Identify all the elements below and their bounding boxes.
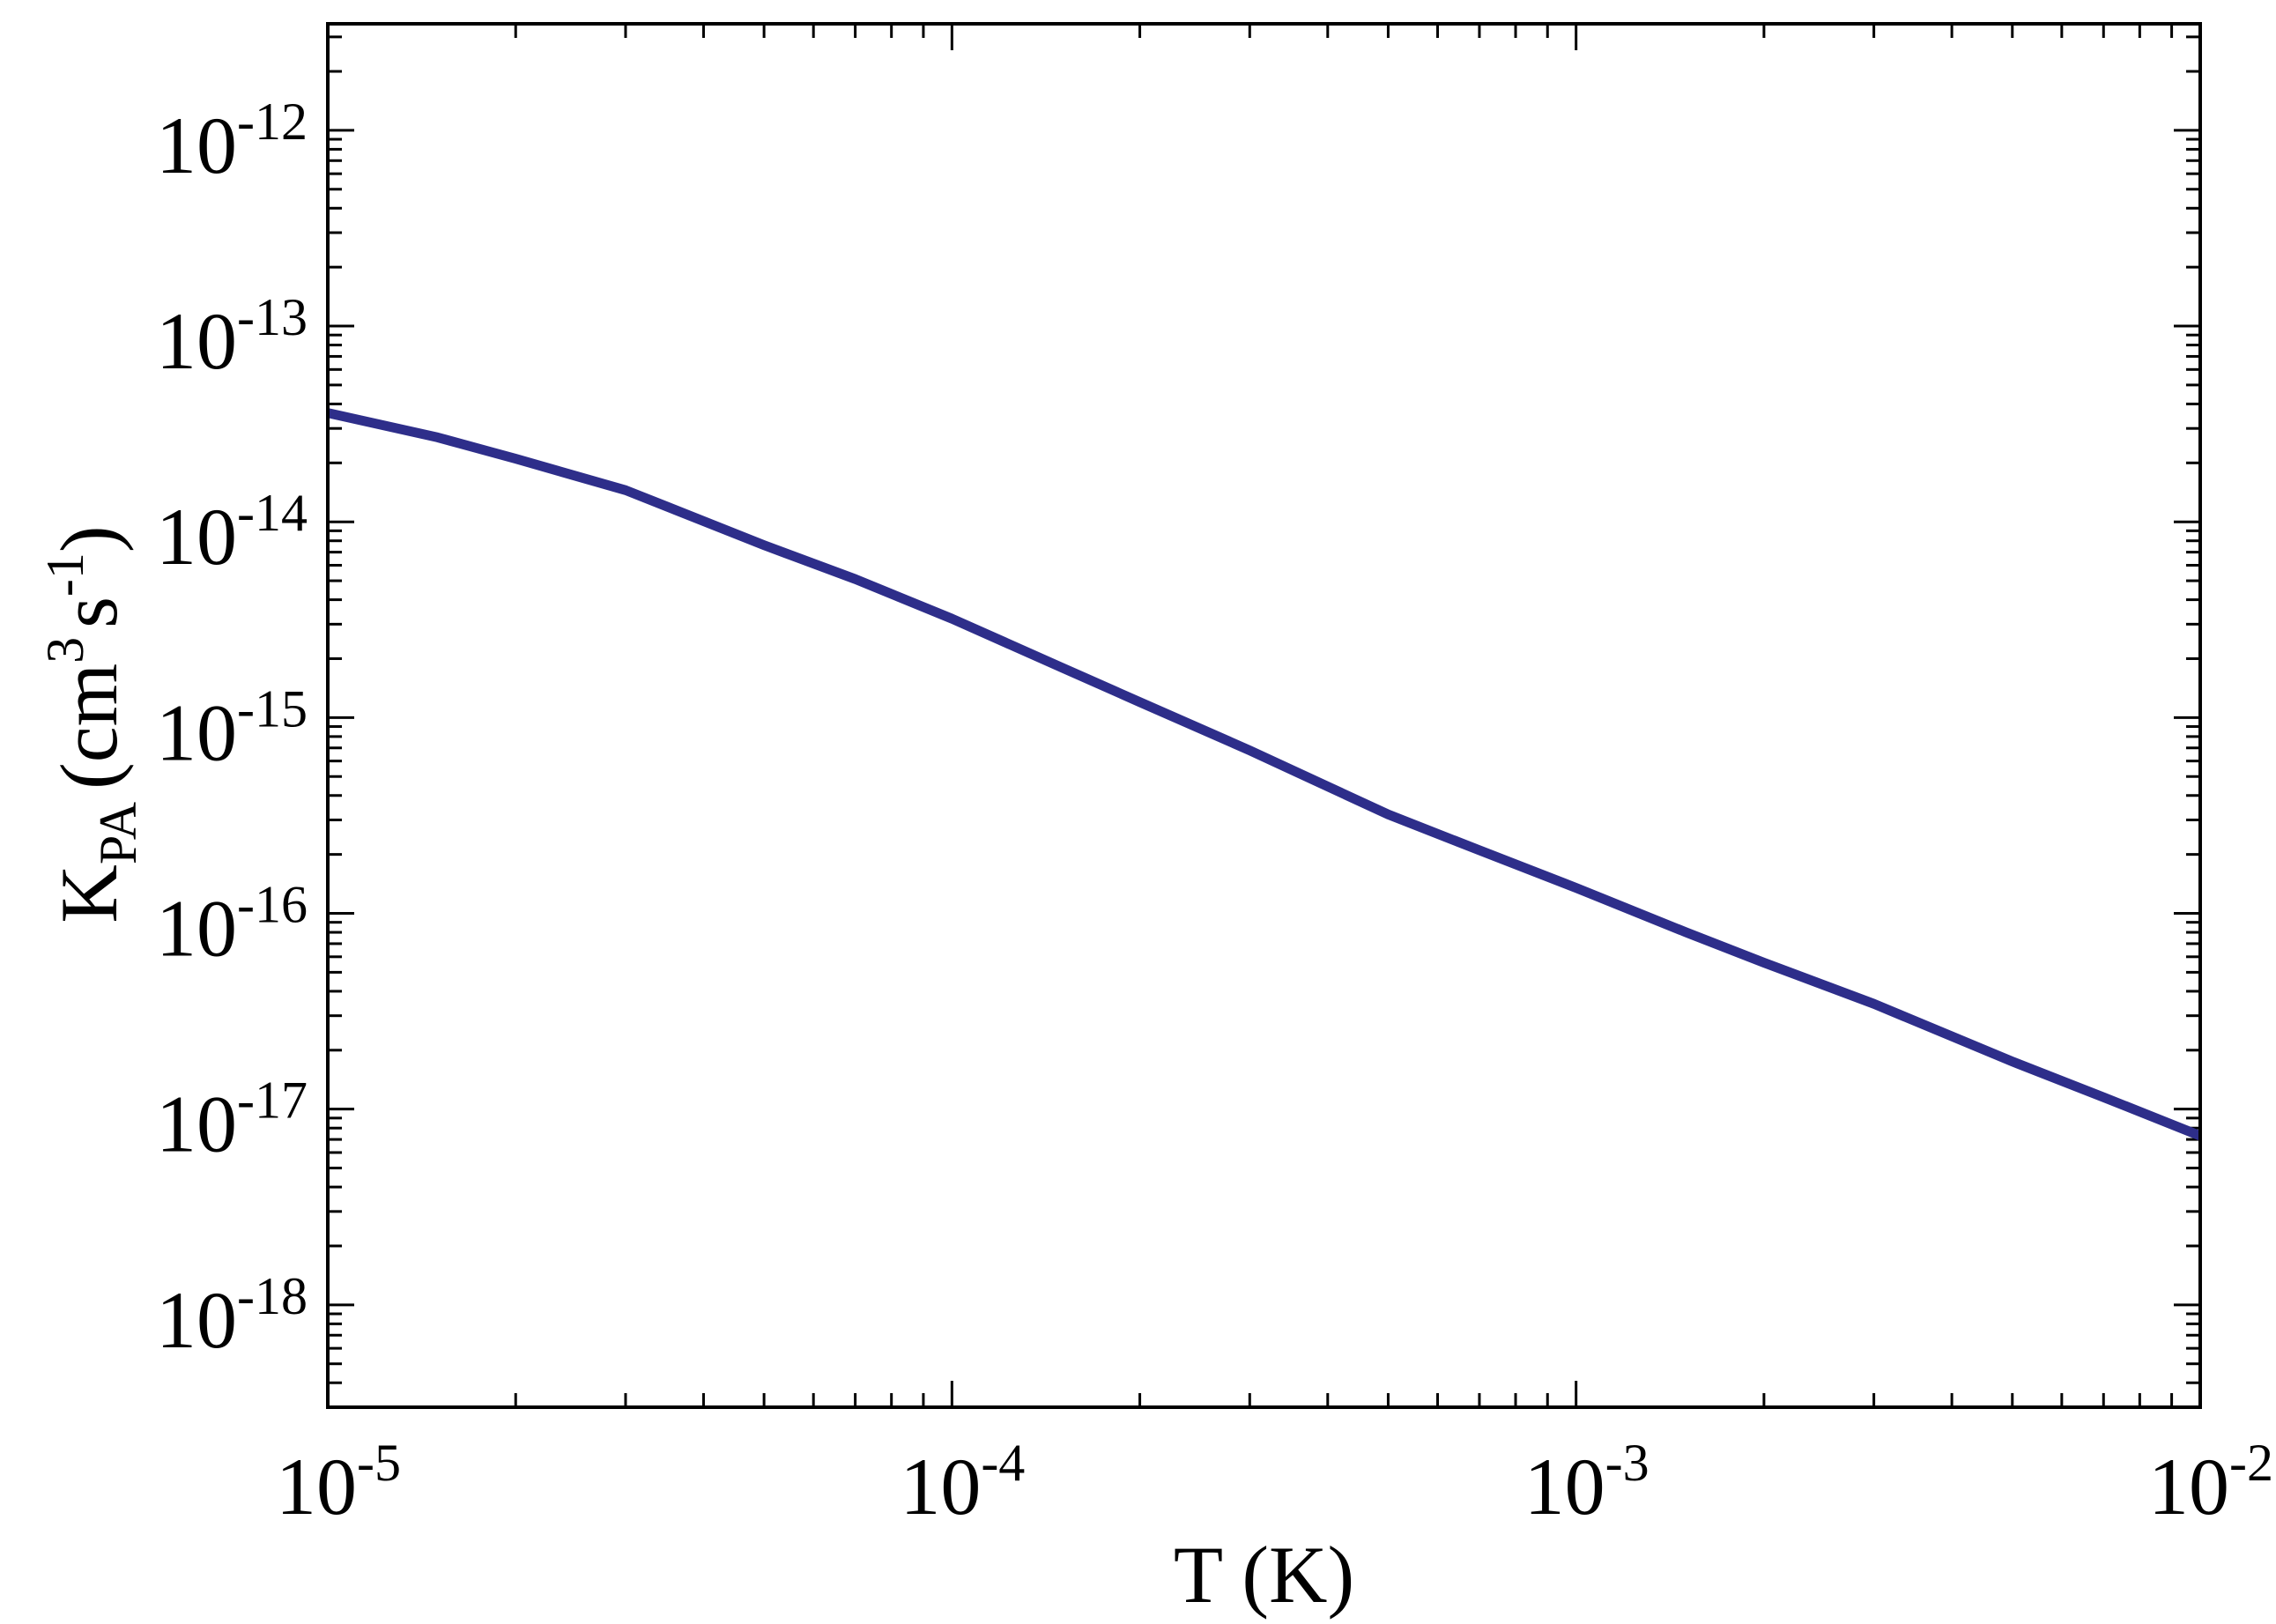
- y-axis-label-subscript: PA: [89, 802, 147, 864]
- y-axis-label-close: ): [44, 525, 134, 552]
- y-tick-labels: 10-18 10-17 10-16 10-15 10-14 10-13 10-12: [156, 93, 308, 1365]
- y-axis-label-sup1: 3: [36, 637, 94, 664]
- y-axis-label-sup2: -1: [36, 552, 94, 597]
- x-tick-label: 10-4: [900, 1434, 1025, 1531]
- y-tick-label: 10-15: [156, 679, 308, 777]
- y-axis-label-mid: s: [44, 597, 134, 628]
- y-axis-label: KPA (cm3 s-1): [36, 525, 147, 923]
- y-tick-label: 10-14: [156, 484, 308, 582]
- series-line-0: [326, 408, 2203, 1141]
- y-axis-label-base: K: [44, 864, 134, 923]
- series-layer: [326, 408, 2203, 1141]
- x-tick-labels: 10-5 10-4 10-3 10-2: [276, 1434, 2273, 1531]
- x-tick-label: 10-5: [276, 1434, 401, 1531]
- x-axis-label: T (K): [1174, 1530, 1354, 1620]
- y-tick-label: 10-12: [156, 93, 308, 190]
- y-tick-label: 10-13: [156, 288, 308, 386]
- tick-marks: [326, 24, 2202, 1409]
- y-tick-label: 10-16: [156, 876, 308, 974]
- y-tick-label: 10-18: [156, 1267, 308, 1365]
- x-tick-label: 10-3: [1524, 1434, 1650, 1531]
- x-tick-label: 10-2: [2148, 1434, 2273, 1531]
- y-axis-label-open: (cm: [44, 664, 134, 790]
- y-tick-label: 10-17: [156, 1072, 308, 1169]
- plot-frame: [326, 22, 2202, 1409]
